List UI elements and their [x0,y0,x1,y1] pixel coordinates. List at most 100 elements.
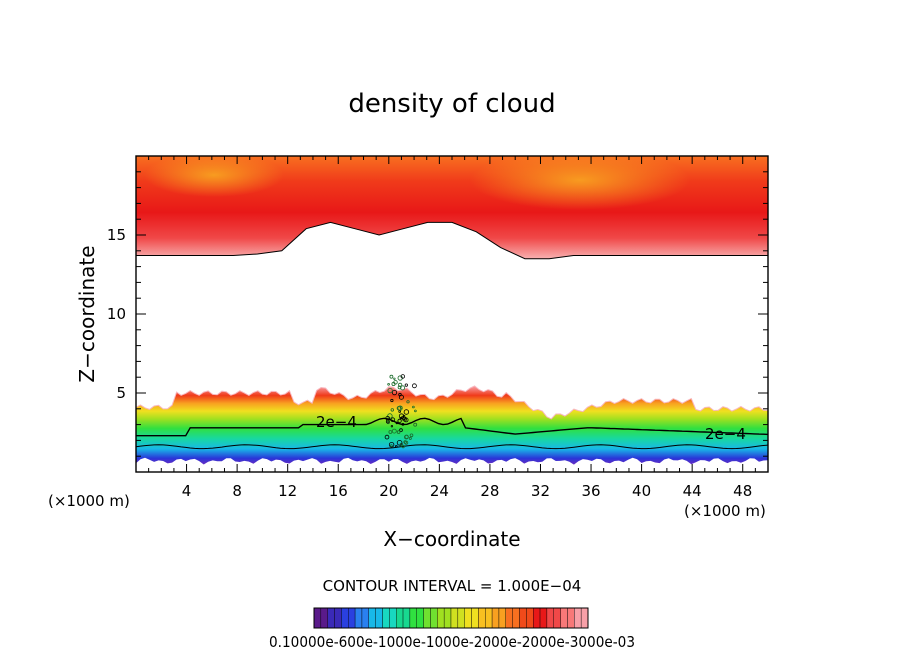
colorbar-swatch [402,607,411,629]
colorbar-swatch [382,607,390,629]
colorbar-swatch [464,607,472,629]
colorbar-swatch [437,607,445,629]
storm-core-mark [400,385,406,391]
x-tick-label: 32 [531,482,550,500]
storm-core-mark [384,434,390,440]
colorbar-swatch [539,607,548,629]
colorbar-frame [313,607,589,629]
upper-orange-core-left [144,156,284,197]
storm-core-mark [409,433,414,438]
x-tick-label: 44 [683,482,702,500]
x-tick-label: 20 [379,482,398,500]
colorbar-swatch [361,607,370,629]
x-axis-label: X−coordinate [383,527,520,551]
storm-core-contours [384,374,418,449]
upper-cloud-boundary [136,221,768,260]
colorbar-swatch [505,607,513,629]
colorbar-swatch [533,607,541,629]
colorbar-swatch [348,607,356,629]
storm-core-mark [390,444,393,447]
colorbar-swatch [375,607,383,629]
colorbar-swatch [327,607,335,629]
y-tick-label: 10 [107,305,126,323]
x-unit-left: (×1000 m) [48,492,130,510]
storm-core-mark [390,425,394,428]
y-tick-label: 15 [107,226,126,244]
colorbar-swatch [471,607,479,629]
colorbar-swatch [546,607,554,629]
storm-core-mark [387,387,393,394]
colorbar-swatch [478,607,486,629]
colorbar-swatch [512,607,520,629]
storm-core-mark [390,408,394,412]
storm-core-mark [396,430,401,434]
storm-core-mark [394,444,398,448]
colorbar-swatch [553,607,561,629]
contour-label-2: 2e−4 [705,425,746,443]
plot-area [136,156,768,465]
storm-core-mark [404,383,408,387]
storm-core-mark [387,382,390,386]
colorbar-swatch [313,607,322,629]
x-tick-label: 4 [182,482,192,500]
storm-core-mark [403,434,409,440]
storm-core-mark [406,400,410,404]
colorbar-swatch [334,607,342,629]
colorbar-swatch [389,607,397,629]
storm-core-mark [399,442,403,447]
colorbar-swatch [341,607,349,629]
storm-core-mark [397,418,402,423]
y-axis: 5 10 15 [107,171,768,457]
colorbar-swatch [354,607,363,629]
chart-title: density of cloud [348,89,555,119]
storm-core-mark [396,439,403,446]
x-tick-label: 28 [480,482,499,500]
storm-core-mark [408,436,412,440]
colorbar-swatch [491,607,500,629]
storm-core-mark [414,409,417,413]
storm-core-mark [399,428,403,432]
colorbar-swatch [498,607,507,629]
storm-core-mark [398,394,404,400]
storm-core-mark [401,444,405,449]
storm-core-mark [393,380,398,385]
colorbar-swatch [526,607,534,629]
colorbar-labels: 0.10000e-600e-1000e-1000e-2000e-2000e-30… [269,633,635,651]
contour-lower [136,444,768,450]
storm-core-mark [390,417,396,423]
contour-interval: CONTOUR INTERVAL = 1.000E−04 [323,577,582,595]
colorbar-swatch [416,607,424,629]
storm-core-mark [385,419,390,424]
colorbar-swatch [457,607,465,629]
upper-orange-core-right [470,156,690,210]
x-tick-label: 12 [278,482,297,500]
contour-label-1: 2e−4 [316,413,357,431]
colorbar-swatch [409,607,417,629]
y-tick-label: 5 [116,384,126,402]
storm-core-mark [391,389,398,396]
x-axis: 4 8 12 16 20 24 28 32 36 40 44 48 [148,156,756,500]
y-axis-label: Z−coordinate [75,245,99,382]
storm-core-mark [388,442,395,448]
lower-cloud-layer [136,386,768,465]
storm-core-mark [403,440,408,444]
colorbar-swatch [443,607,452,629]
colorbar-swatch [580,607,589,629]
x-tick-label: 36 [581,482,600,500]
storm-core-mark [391,428,397,434]
storm-core-mark [388,430,393,434]
storm-core-mark [389,374,394,379]
x-tick-label: 48 [733,482,752,500]
contour-2e-4 [136,417,768,437]
x-tick-label: 40 [632,482,651,500]
storm-core-mark [400,374,405,379]
storm-core-mark [395,421,399,425]
colorbar-swatch [368,607,376,629]
colorbar-swatch [320,607,328,629]
colorbar-swatch [574,607,582,629]
x-tick-label: 16 [329,482,348,500]
colorbar-swatch [430,607,438,629]
storm-core-mark [390,398,394,403]
colorbar-swatch [396,607,404,629]
